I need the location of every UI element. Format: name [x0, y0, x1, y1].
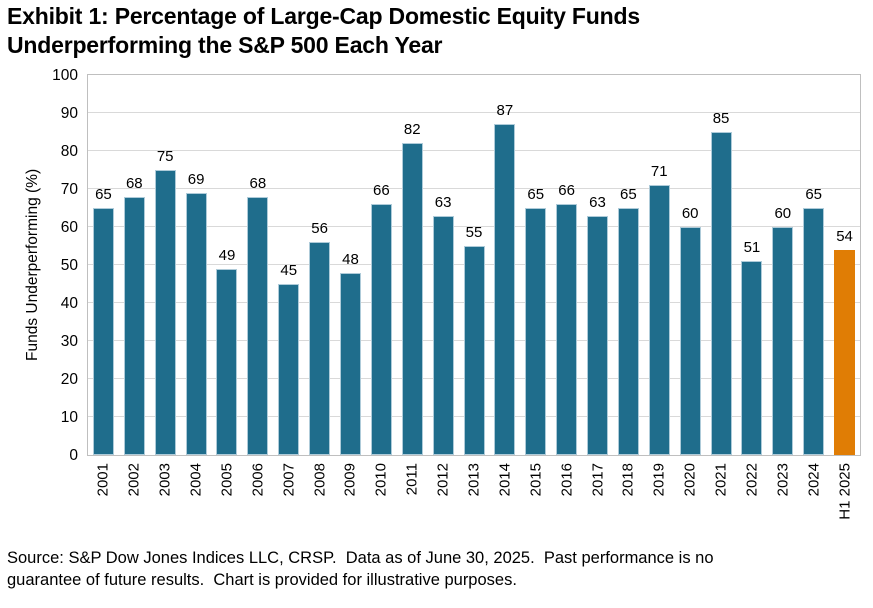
plot-area: 65 68 75 69 49 68 45 56 48 66 82 63 55 87 65 66 63 65 71 60…: [87, 74, 861, 456]
bar-value-label: 48: [342, 250, 359, 268]
bar-value-label: 60: [681, 205, 699, 222]
bar-value-label: 71: [650, 163, 668, 181]
x-tick-label: 2012: [434, 463, 452, 497]
bar-2021: [710, 132, 732, 455]
x-axis: 2001 2002 2003 2004 2005 2006 2007 2008 2009 2010…: [88, 456, 860, 546]
bar-2001: [92, 208, 114, 455]
bar-value-label: 63: [434, 193, 452, 211]
bar-value-label: 65: [805, 186, 823, 203]
bar-value-label: 56: [311, 220, 328, 238]
x-tick-label: 2011: [403, 463, 421, 496]
x-tick-label: 2016: [558, 463, 576, 497]
x-tick-label: 2002: [125, 463, 143, 497]
bar-value-label: 65: [95, 186, 112, 203]
x-tick-label: 2010: [372, 463, 390, 497]
bar-value-label: 65: [527, 186, 545, 203]
x-tick-label: 2007: [280, 463, 298, 497]
bar-2019: [648, 185, 670, 455]
bar-value-label: 87: [496, 102, 514, 120]
bar-value-label: 68: [249, 174, 267, 192]
bar-value-label: 54: [836, 227, 853, 245]
bar-value-label: 75: [156, 148, 174, 165]
bar-2017: [587, 215, 609, 455]
bar-2022: [741, 261, 763, 455]
bar-value-label: 65: [620, 186, 637, 203]
bar-2002: [123, 196, 145, 455]
chart-title: Exhibit 1: Percentage of Large-Cap Domes…: [7, 3, 640, 59]
x-tick-label: 2023: [774, 463, 792, 497]
bar-2014: [494, 124, 516, 455]
y-tick-label: 10: [60, 408, 78, 426]
x-tick-label: 2009: [341, 463, 359, 497]
y-tick-label: 50: [60, 256, 78, 274]
bar-value-label: 69: [187, 170, 205, 188]
x-tick-label: 2006: [249, 463, 267, 497]
bar-2016: [556, 204, 578, 455]
gridline: [88, 112, 860, 113]
bar-2003: [154, 170, 176, 455]
bar-2008: [309, 242, 331, 455]
bar-2011: [401, 143, 423, 455]
bar-value-label: 63: [589, 193, 606, 211]
bar-2004: [185, 192, 207, 455]
bar-2005: [216, 268, 238, 455]
x-tick-label: 2022: [743, 463, 761, 497]
x-tick-label: 2019: [650, 463, 668, 497]
x-tick-label: 2013: [465, 463, 483, 497]
bar-2023: [772, 227, 794, 455]
gridline: [88, 226, 860, 227]
y-tick-label: 0: [69, 446, 78, 464]
x-tick-label: 2005: [218, 463, 236, 497]
y-tick-label: 70: [60, 180, 78, 198]
bar-2007: [278, 284, 300, 455]
bar-2024: [803, 208, 825, 455]
bar-2010: [370, 204, 392, 455]
bar-value-label: 66: [373, 182, 390, 200]
y-tick-label: 20: [60, 370, 78, 388]
gridline: [88, 150, 860, 151]
gridline: [88, 188, 860, 189]
x-tick-label: 2021: [712, 463, 730, 497]
y-tick-label: 90: [60, 104, 78, 122]
bar-H1 2025: [834, 249, 856, 455]
x-tick-label: 2001: [94, 463, 112, 497]
x-tick-label: 2003: [156, 463, 174, 497]
bar-value-label: 82: [403, 121, 421, 139]
x-tick-label: 2008: [311, 463, 329, 497]
bar-value-label: 45: [280, 262, 298, 279]
bar-value-label: 68: [125, 174, 143, 192]
bar-value-label: 49: [218, 246, 236, 264]
y-tick-label: 80: [60, 142, 78, 160]
x-tick-label: 2004: [187, 463, 205, 497]
y-tick-label: 40: [60, 294, 78, 312]
bar-value-label: 51: [743, 239, 761, 257]
bar-2013: [463, 246, 485, 455]
bar-value-label: 66: [558, 182, 575, 200]
x-tick-label: 2018: [619, 463, 637, 497]
x-tick-label: 2020: [681, 463, 699, 497]
bar-2015: [525, 208, 547, 455]
bar-value-label: 85: [712, 110, 730, 127]
bar-2006: [247, 196, 269, 455]
bar-2009: [339, 272, 361, 455]
x-tick-label: H1 2025: [836, 463, 854, 520]
y-tick-label: 60: [60, 218, 78, 236]
bar-value-label: 60: [774, 205, 792, 222]
y-tick-label: 100: [52, 66, 78, 84]
x-tick-label: 2017: [589, 463, 607, 497]
bar-2018: [617, 208, 639, 455]
x-tick-label: 2014: [496, 463, 514, 497]
x-tick-label: 2024: [805, 463, 823, 497]
source-note: Source: S&P Dow Jones Indices LLC, CRSP.…: [7, 549, 714, 589]
y-axis-ticks: 0 10 20 30 40 50 60 70 80 90 100: [40, 67, 78, 462]
y-tick-label: 30: [60, 332, 78, 350]
bar-2020: [679, 227, 701, 455]
x-tick-label: 2015: [527, 463, 545, 497]
bar-value-label: 55: [465, 224, 483, 241]
bar-2012: [432, 215, 454, 455]
